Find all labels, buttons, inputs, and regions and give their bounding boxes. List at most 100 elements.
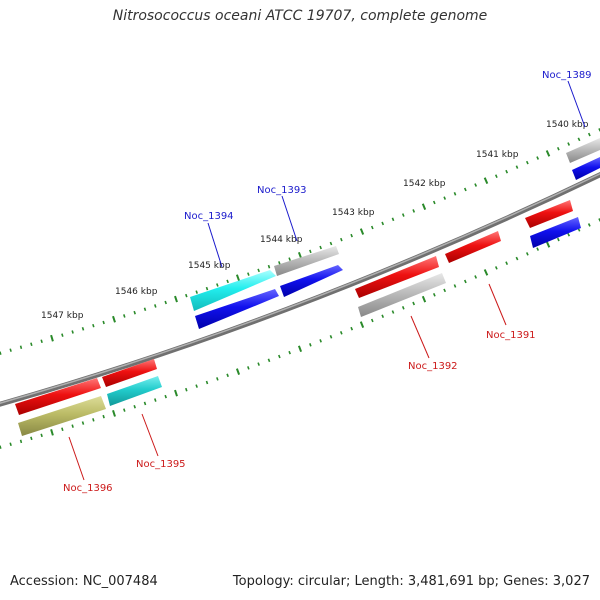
major-tick (174, 389, 178, 397)
minor-tick (185, 387, 188, 392)
minor-tick (278, 261, 281, 265)
minor-tick (319, 245, 322, 250)
major-tick (483, 269, 489, 276)
gene-noc-1389b[interactable] (572, 157, 600, 180)
gene-noc-1392b[interactable] (358, 273, 446, 317)
minor-tick (71, 424, 74, 428)
minor-tick (9, 348, 12, 352)
minor-tick (102, 414, 105, 419)
kbp-label-1542: 1542 kbp (403, 179, 446, 189)
minor-tick (319, 339, 322, 343)
minor-tick (443, 288, 447, 293)
gene-noc-1396[interactable] (15, 378, 101, 415)
major-tick (50, 334, 54, 342)
minor-tick (30, 342, 33, 347)
gene-label-noc-1392[interactable]: Noc_1392 (408, 361, 458, 372)
minor-tick (102, 320, 105, 325)
minor-tick (267, 358, 271, 363)
minor-tick (474, 183, 478, 187)
gene-noc-1395[interactable] (102, 359, 157, 387)
gene-noc-1395b[interactable] (107, 376, 162, 406)
gene-noc-1396b[interactable] (18, 396, 106, 436)
gene-noc-1390b[interactable] (530, 217, 581, 248)
leader-noc-1396 (68, 436, 85, 481)
gene-label-noc-1396[interactable]: Noc_1396 (63, 483, 113, 494)
leader-noc-1395 (141, 413, 159, 457)
gene-label-noc-1394[interactable]: Noc_1394 (184, 211, 234, 222)
gene-label-noc-1391[interactable]: Noc_1391 (486, 330, 536, 341)
kbp-label-1544: 1544 kbp (260, 235, 303, 245)
minor-tick (309, 343, 312, 347)
minor-tick (412, 301, 416, 306)
minor-tick (288, 350, 291, 355)
minor-tick (61, 427, 64, 432)
minor-tick (432, 292, 436, 297)
minor-tick (505, 169, 509, 174)
minor-tick (0, 351, 2, 355)
gene-label-noc-1395[interactable]: Noc_1395 (136, 459, 186, 470)
minor-tick (536, 247, 540, 251)
major-tick (235, 274, 241, 282)
minor-tick (0, 445, 2, 449)
minor-tick (133, 405, 136, 409)
minor-tick (143, 307, 147, 312)
gene-noc-1391[interactable] (445, 231, 501, 263)
kbp-label-1543: 1543 kbp (332, 208, 375, 218)
minor-tick (494, 266, 498, 270)
minor-tick (154, 304, 157, 308)
minor-tick (587, 223, 591, 227)
minor-tick (412, 209, 416, 213)
leader-noc-1392 (410, 315, 430, 359)
minor-tick (340, 237, 343, 242)
minor-tick (329, 241, 333, 246)
major-tick (297, 345, 303, 353)
minor-tick (556, 146, 560, 151)
gene-noc-1394b[interactable] (195, 289, 279, 329)
genome-backbone (0, 172, 600, 407)
minor-tick (381, 221, 385, 226)
minor-tick (525, 160, 529, 165)
major-tick (483, 177, 489, 185)
kbp-label-1541: 1541 kbp (476, 150, 519, 160)
gene-noc-1394[interactable] (190, 270, 276, 311)
minor-tick (81, 327, 85, 331)
gene-noc-1390[interactable] (525, 200, 573, 228)
minor-tick (339, 331, 343, 335)
tick-track-upper (0, 128, 600, 355)
minor-tick (350, 233, 353, 238)
kbp-label-1540: 1540 kbp (546, 120, 589, 130)
gene-label-noc-1393[interactable]: Noc_1393 (257, 185, 307, 196)
minor-tick (216, 377, 219, 381)
kbp-label-1547: 1547 kbp (41, 311, 84, 321)
major-tick (421, 295, 427, 303)
minor-tick (205, 380, 209, 385)
major-tick (235, 368, 241, 375)
minor-tick (164, 394, 167, 399)
major-tick (545, 240, 551, 248)
minor-tick (133, 310, 136, 315)
minor-tick (19, 345, 23, 349)
minor-tick (567, 232, 571, 237)
leader-noc-1394 (207, 222, 223, 268)
gene-label-noc-1389[interactable]: Noc_1389 (542, 70, 592, 81)
minor-tick (195, 290, 198, 294)
major-tick (421, 203, 427, 210)
minor-tick (288, 257, 291, 261)
gene-noc-1389[interactable] (566, 138, 600, 163)
minor-tick (257, 268, 260, 273)
minor-tick (381, 314, 385, 319)
leader-noc-1391 (488, 283, 507, 326)
major-tick (297, 251, 303, 259)
minor-tick (61, 333, 64, 337)
minor-tick (185, 293, 188, 298)
minor-tick (30, 436, 33, 441)
minor-tick (515, 256, 519, 261)
gene-noc-1392[interactable] (355, 256, 439, 298)
gene-noc-1393b[interactable] (280, 265, 343, 297)
kbp-label-1546: 1546 kbp (115, 287, 158, 297)
minor-tick (195, 384, 198, 388)
leader-noc-1393 (281, 195, 298, 242)
major-tick (545, 150, 551, 157)
gene-noc-1393[interactable] (274, 246, 339, 276)
